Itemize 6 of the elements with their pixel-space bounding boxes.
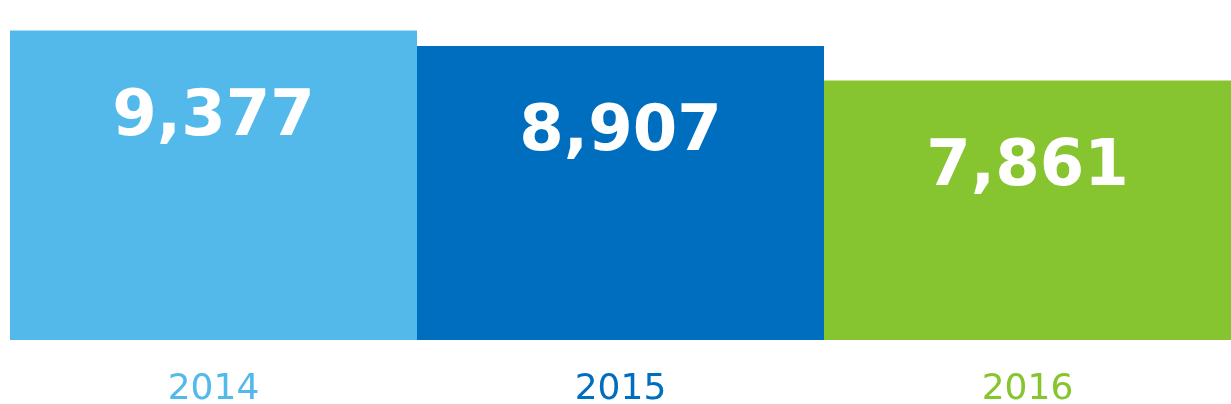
data-label: 7,861 bbox=[926, 125, 1129, 200]
data-label: 9,377 bbox=[112, 75, 315, 150]
data-label: 8,907 bbox=[519, 91, 722, 166]
x-tick-label: 2014 bbox=[167, 365, 260, 404]
x-tick-label: 2016 bbox=[981, 365, 1074, 404]
x-tick-label: 2015 bbox=[574, 365, 667, 404]
